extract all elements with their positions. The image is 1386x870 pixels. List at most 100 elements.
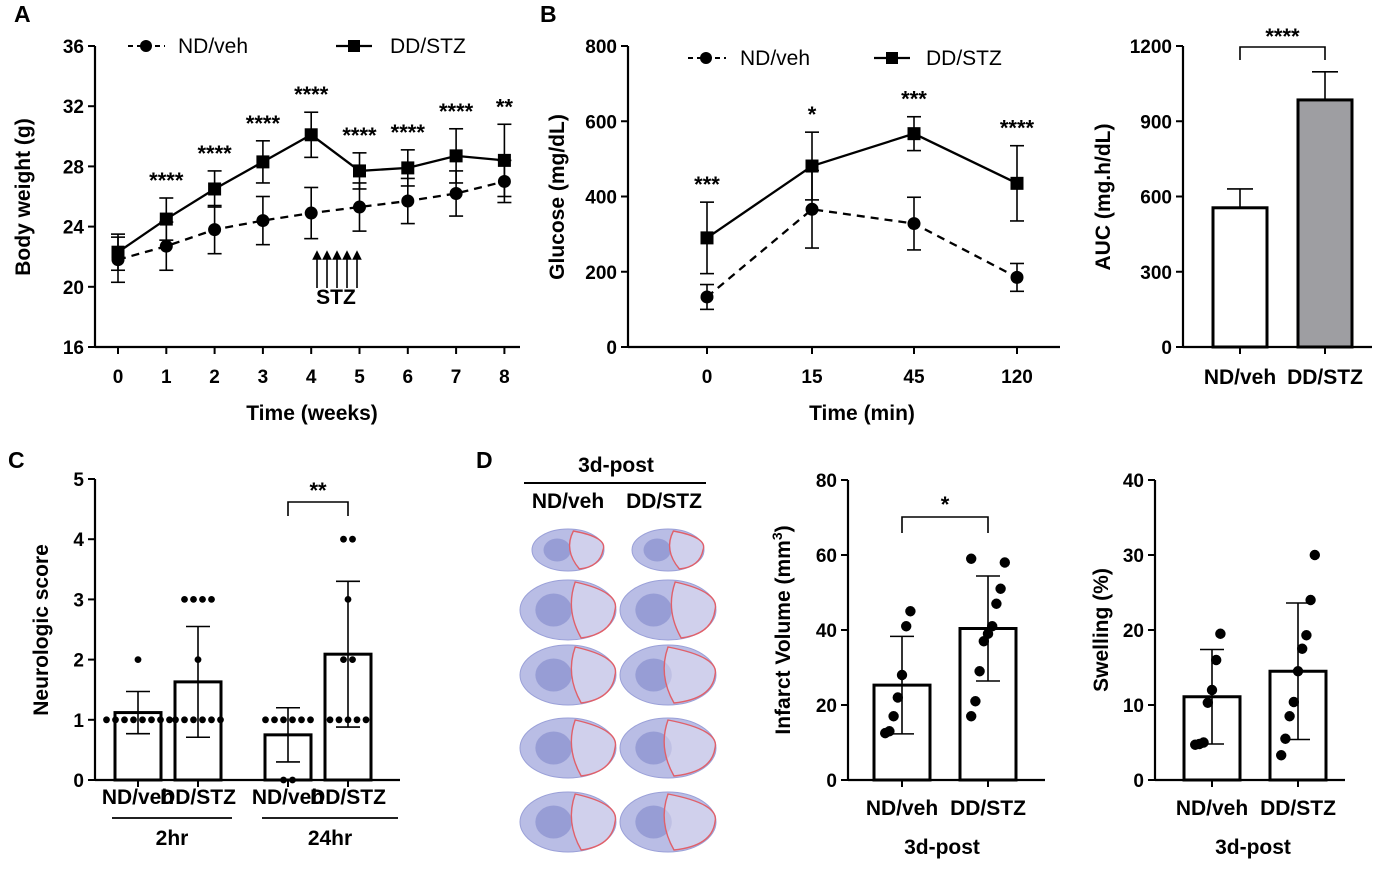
data-point: [896, 669, 908, 681]
data-point: [181, 596, 188, 603]
data-point: [340, 656, 347, 663]
y-tick-label: 900: [1140, 112, 1172, 133]
x-tick-label: 0: [702, 367, 713, 388]
infarct-outline: [663, 719, 717, 777]
group-label-24hr: 24hr: [308, 827, 352, 850]
point-ndveh: [159, 239, 173, 253]
infarct-outline: [663, 793, 717, 851]
data-point: [157, 716, 164, 724]
brain-slice-tissue: [535, 658, 572, 692]
point-ddstz: [208, 182, 222, 196]
data-point: [271, 716, 278, 724]
data-point: [1215, 628, 1226, 639]
slices-col-ddstz: DD/STZ: [626, 490, 702, 513]
point-ddstz: [353, 164, 366, 178]
x-category-label: ND/veh: [102, 786, 174, 809]
data-point: [884, 726, 895, 737]
chart-b-auc: AUC (mg.h/dL) 0 300 600 900 1200 ND/veh DD/STZ…: [1092, 24, 1372, 389]
chart-d-swelling: Swelling (%) 3d-post 0 10 20 30 40 ND/veh DD/S…: [1090, 471, 1345, 859]
legend-a-ddstz-marker: [348, 40, 360, 52]
data-point: [966, 711, 977, 722]
chart-d2-ylabel: Swelling (%): [1090, 568, 1113, 692]
significance-mark: ****: [1265, 24, 1300, 49]
data-point: [121, 716, 128, 724]
point-ndveh: [907, 217, 921, 231]
x-tick-label: 3: [258, 367, 269, 388]
legend-b-ddstz-marker: [886, 52, 898, 64]
data-point: [970, 696, 981, 707]
data-point: [1284, 711, 1295, 722]
point-ddstz: [256, 155, 270, 169]
y-tick-label: 0: [73, 771, 84, 792]
x-category-label: DD/STZ: [1260, 797, 1336, 820]
data-point: [166, 716, 173, 724]
y-tick-label: 600: [1140, 188, 1172, 209]
legend-a-ndveh-marker: [140, 40, 152, 52]
brain-slice-tissue: [535, 731, 572, 765]
x-tick-label: 7: [451, 367, 462, 388]
x-tick-label: 8: [499, 367, 510, 388]
y-tick-label: 10: [1123, 696, 1144, 717]
y-tick-label: 400: [585, 188, 617, 209]
y-tick-label: 4: [73, 530, 84, 551]
brain-slice-tissue: [535, 805, 572, 839]
y-tick-label: 1200: [1130, 37, 1172, 58]
infarct-outline: [570, 581, 617, 639]
data-point: [199, 596, 206, 603]
y-tick-label: 20: [816, 696, 837, 717]
bar-ddstz: [1296, 98, 1354, 349]
data-point: [194, 656, 202, 663]
data-point: [181, 716, 188, 724]
y-tick-label: 28: [63, 157, 84, 178]
data-point: [130, 716, 137, 724]
point-ndveh: [208, 223, 222, 237]
significance-mark: *: [941, 492, 950, 517]
significance-mark: ****: [294, 82, 329, 107]
data-point: [148, 716, 155, 724]
data-point: [1211, 654, 1222, 666]
chart-d-infarct: Infarct Volume (mm3) 3d-post 0 20 40 60 80 ND…: [769, 471, 1045, 859]
panel-label-d: D: [476, 447, 493, 473]
significance-mark: ****: [439, 99, 474, 124]
x-category-label: DD/STZ: [950, 797, 1026, 820]
point-ndveh: [449, 186, 463, 200]
data-point: [966, 553, 977, 564]
point-ddstz: [401, 161, 415, 175]
data-point: [987, 621, 998, 632]
x-category-label: DD/STZ: [310, 786, 386, 809]
y-tick-label: 3: [73, 590, 84, 611]
infarct-outline: [670, 581, 717, 639]
x-tick-label: 15: [801, 367, 823, 388]
y-tick-label: 0: [1133, 771, 1144, 792]
significance-mark: **: [496, 94, 514, 119]
data-point: [335, 716, 343, 724]
brain-slice-tissue: [635, 805, 672, 839]
y-tick-label: 0: [606, 338, 617, 359]
y-tick-label: 60: [816, 546, 837, 567]
infarct-outline: [668, 530, 705, 570]
brain-slice-tissue: [635, 731, 672, 765]
data-point: [892, 692, 903, 703]
significance-mark: ***: [694, 172, 720, 197]
y-tick-label: 0: [826, 771, 837, 792]
data-point: [1309, 549, 1321, 561]
y-tick-label: 40: [816, 621, 837, 642]
chart-d2-group: 3d-post: [1215, 836, 1291, 859]
point-ndveh: [353, 200, 366, 214]
x-category-label: ND/veh: [252, 786, 324, 809]
x-tick-label: 5: [354, 367, 365, 388]
significance-mark: ****: [342, 123, 377, 148]
data-point: [1292, 666, 1304, 677]
y-tick-label: 30: [1123, 546, 1144, 567]
y-tick-label: 24: [63, 218, 85, 239]
y-tick-label: 5: [73, 470, 84, 491]
brain-slice-tissue: [643, 538, 671, 562]
y-tick-label: 32: [63, 97, 84, 118]
infarct-outline: [570, 793, 617, 851]
point-ddstz: [700, 231, 714, 245]
data-point: [199, 716, 206, 724]
point-ddstz: [805, 159, 819, 173]
data-point: [208, 716, 215, 724]
group-label-2hr: 2hr: [156, 827, 189, 850]
data-point: [1301, 630, 1312, 641]
